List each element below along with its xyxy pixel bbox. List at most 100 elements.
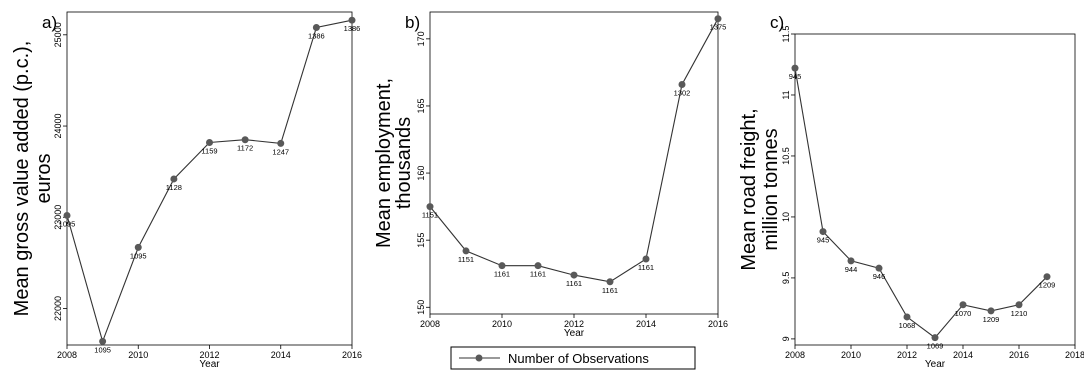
x-tick-label: 2016 xyxy=(708,319,728,329)
x-tick-label: 2010 xyxy=(841,350,861,360)
y-tick-label: 11.5 xyxy=(781,26,791,43)
x-axis-label: Year xyxy=(199,359,220,370)
data-point xyxy=(959,301,967,309)
data-label: 1151 xyxy=(422,211,438,220)
data-point xyxy=(241,136,249,144)
data-label: 1161 xyxy=(530,270,546,279)
data-label: 1161 xyxy=(566,279,582,288)
data-point xyxy=(678,80,686,88)
x-tick-label: 2010 xyxy=(492,319,512,329)
data-label: 1161 xyxy=(494,270,510,279)
x-tick-label: 2016 xyxy=(342,350,362,360)
data-point xyxy=(791,64,799,72)
y-tick-label: 170 xyxy=(416,31,426,46)
panels: a) Mean gross value added (p.c.), euros 220… xyxy=(11,11,1084,370)
data-point xyxy=(462,247,470,255)
x-tick-label: 2008 xyxy=(785,350,805,360)
y-tick-label: 10.5 xyxy=(781,147,791,165)
data-label: 1095 xyxy=(94,345,111,354)
data-label: 1161 xyxy=(602,286,618,295)
y-tick-label: 11 xyxy=(781,90,791,99)
data-label: 1068 xyxy=(899,321,916,330)
data-point xyxy=(99,337,107,345)
y-tick-label: 24000 xyxy=(53,114,63,139)
data-label: 1161 xyxy=(638,263,654,272)
y-axis-label: Mean road freight, xyxy=(738,108,760,270)
y-axis-label: million tonnes xyxy=(760,128,782,250)
data-label: 1159 xyxy=(201,146,217,155)
data-point xyxy=(1043,273,1051,281)
x-tick-label: 2014 xyxy=(271,350,291,360)
data-point xyxy=(426,203,434,211)
data-point xyxy=(903,313,911,321)
legend: Number of Observations xyxy=(450,346,696,370)
data-label: 945 xyxy=(789,72,802,81)
y-tick-label: 9 xyxy=(781,336,791,341)
x-tick-label: 2008 xyxy=(420,319,440,329)
data-label: 1172 xyxy=(237,144,253,153)
x-tick-label: 2014 xyxy=(953,350,973,360)
legend-box xyxy=(450,346,696,370)
data-label: 1095 xyxy=(59,219,76,228)
x-tick-label: 2008 xyxy=(57,350,77,360)
data-label: 1209 xyxy=(1039,281,1056,290)
legend-marker xyxy=(475,354,483,362)
data-label: 1386 xyxy=(344,24,361,33)
data-label: 1386 xyxy=(308,32,325,41)
data-point xyxy=(348,16,356,24)
x-axis-label: Year xyxy=(564,328,585,339)
x-tick-label: 2012 xyxy=(897,350,917,360)
data-point xyxy=(987,307,995,315)
data-label: 1070 xyxy=(955,309,972,318)
data-label: 944 xyxy=(845,265,858,274)
legend-label: Number of Observations xyxy=(508,351,649,366)
y-tick-label: 9.5 xyxy=(781,272,791,285)
panel-label: c) xyxy=(770,13,784,32)
y-tick-label: 10 xyxy=(781,212,791,222)
data-point xyxy=(134,243,142,251)
y-tick-label: 155 xyxy=(416,233,426,248)
y-axis-label: Mean gross value added (p.c.), xyxy=(11,41,33,317)
data-point xyxy=(606,278,614,286)
y-tick-label: 165 xyxy=(416,98,426,113)
data-point xyxy=(277,139,285,147)
data-point xyxy=(534,262,542,270)
chart-panel-3: c) Mean road freight, million tonnes 9 9.5 10… xyxy=(738,13,1084,370)
series-line xyxy=(794,68,1048,339)
data-label: 1128 xyxy=(166,183,182,192)
data-label: 946 xyxy=(873,272,886,281)
plot-frame xyxy=(429,11,719,315)
data-label: 1095 xyxy=(130,251,147,260)
plot-frame xyxy=(794,33,1076,346)
panel-label: a) xyxy=(42,13,57,32)
data-label: 1302 xyxy=(674,88,691,97)
data-label: 945 xyxy=(817,236,830,245)
data-point xyxy=(570,271,578,279)
data-label: 1209 xyxy=(983,315,1000,324)
y-axis-label: Mean employment, xyxy=(373,78,395,248)
y-tick-label: 150 xyxy=(416,300,426,315)
data-point xyxy=(170,175,178,183)
data-label: 1210 xyxy=(1011,309,1028,318)
data-point xyxy=(714,15,722,23)
data-point xyxy=(206,138,213,146)
y-tick-label: 23000 xyxy=(53,205,63,230)
data-point xyxy=(819,228,827,236)
data-point xyxy=(1015,301,1023,309)
y-axis-label: euros xyxy=(33,153,55,203)
series-line xyxy=(66,19,353,344)
chart-panel-2: b) Mean employment,thousands 150 155 160 165 1… xyxy=(373,11,728,339)
panel-label: b) xyxy=(405,13,420,32)
plot-frame xyxy=(66,11,353,346)
x-tick-label: 2016 xyxy=(1009,350,1029,360)
chart-panel-1: a) Mean gross value added (p.c.), euros 220… xyxy=(11,11,362,370)
data-point xyxy=(642,255,650,263)
data-point xyxy=(875,264,883,272)
x-tick-label: 2010 xyxy=(128,350,148,360)
x-tick-label: 2012 xyxy=(199,350,219,360)
data-point xyxy=(847,257,855,265)
x-tick-label: 2014 xyxy=(636,319,656,329)
data-point xyxy=(63,211,71,219)
series-line xyxy=(429,18,719,283)
y-tick-label: 25000 xyxy=(53,22,63,47)
